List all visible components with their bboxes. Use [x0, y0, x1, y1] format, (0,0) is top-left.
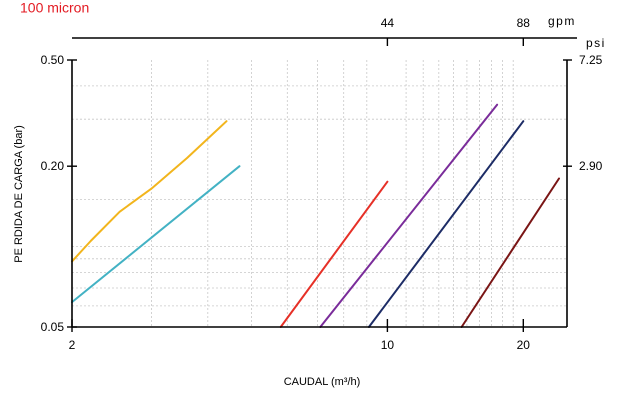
axes — [67, 37, 577, 332]
series-line-1 — [71, 120, 228, 263]
top-tick-label: 88 — [517, 16, 531, 30]
x-tick-label: 10 — [381, 338, 395, 352]
right-tick-label: 7.25 — [579, 53, 603, 67]
top-axis-unit: gpm — [548, 14, 576, 28]
right-tick-label: 2.90 — [579, 159, 603, 173]
series-line-4 — [319, 103, 499, 328]
y-tick-label: 0.50 — [41, 53, 65, 67]
x-axis-title: CAUDAL (m³/h) — [284, 376, 361, 388]
series-group — [71, 103, 560, 328]
series-line-6 — [460, 177, 560, 328]
tick-labels: 2 10 20 0.05 0.20 0.50 44 88 gpm 7.25 2.90 psi — [41, 14, 606, 352]
series-line-2 — [71, 165, 241, 304]
top-tick-label: 44 — [381, 16, 395, 30]
right-axis-unit: psi — [586, 36, 606, 50]
y-tick-label: 0.20 — [41, 159, 65, 173]
y-tick-label: 0.05 — [41, 320, 65, 334]
y-axis-title: PE RDIDA DE CARGA (bar) — [13, 125, 25, 263]
x-tick-label: 20 — [517, 338, 531, 352]
chart-caption: 100 micron — [20, 0, 89, 15]
series-line-5 — [367, 120, 525, 328]
x-tick-label: 2 — [69, 338, 76, 352]
series-line-3 — [279, 180, 389, 328]
